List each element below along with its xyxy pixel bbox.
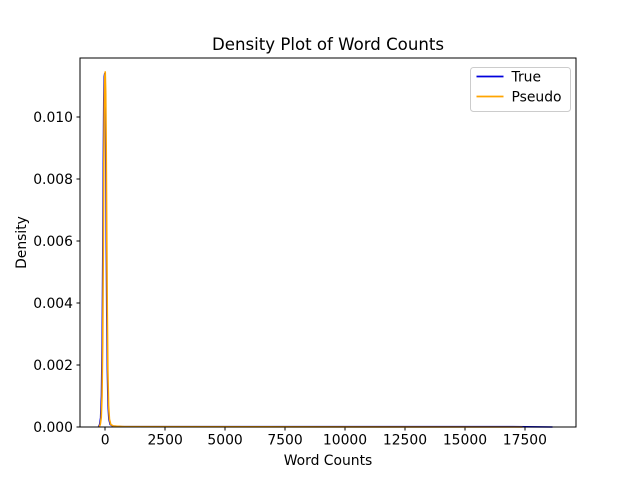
legend-box (470, 67, 571, 112)
plot-area (80, 58, 576, 427)
legend-label-pseudo: Pseudo (512, 89, 562, 105)
x-tick-label: 10000 (323, 433, 367, 449)
y-axis-label: Density (14, 216, 30, 269)
x-tick-label: 15000 (443, 433, 487, 449)
x-tick-label: 2500 (147, 433, 182, 449)
x-tick-label: 17500 (503, 433, 547, 449)
series-line-pseudo (98, 71, 523, 428)
x-axis-ticks: 0 2500 5000 7500 10000 12500 15000 17500 (101, 427, 547, 449)
x-tick-label: 0 (101, 433, 110, 449)
x-tick-label: 5000 (207, 433, 242, 449)
y-axis-ticks: 0.000 0.002 0.004 0.006 0.008 0.010 (33, 110, 80, 436)
x-tick-label: 7500 (267, 433, 302, 449)
axes-border (79, 57, 577, 428)
y-tick-label: 0.008 (33, 172, 73, 188)
chart-title: Density Plot of Word Counts (212, 35, 444, 54)
series-group (97, 71, 553, 428)
legend: True Pseudo (470, 67, 571, 112)
y-tick-label: 0.006 (33, 234, 73, 250)
x-axis-label: Word Counts (284, 453, 373, 469)
y-tick-label: 0.010 (33, 110, 73, 126)
y-tick-label: 0.004 (33, 296, 73, 312)
y-tick-label: 0.002 (33, 358, 73, 374)
legend-label-true: True (511, 69, 542, 85)
y-tick-label: 0.000 (33, 420, 73, 436)
x-tick-label: 12500 (383, 433, 427, 449)
